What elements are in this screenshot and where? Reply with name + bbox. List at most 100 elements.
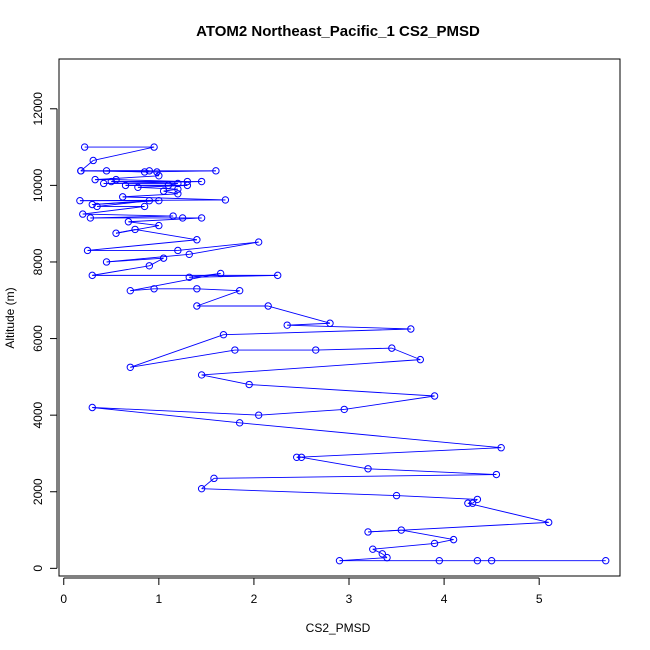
series-segment (368, 468, 497, 475)
data-point (155, 196, 163, 205)
data-point (231, 346, 239, 354)
data-point (378, 550, 386, 558)
series-segment (196, 288, 240, 292)
series-segment (96, 200, 150, 207)
data-point (145, 167, 154, 175)
data-point (335, 556, 344, 565)
data-point (283, 321, 291, 329)
data-point (397, 526, 406, 534)
series-segment (249, 384, 435, 397)
series-segment (128, 221, 159, 227)
y-axis: 0 2000 4000 6000 8000 10000 12000 (31, 92, 58, 572)
data-point (112, 175, 120, 184)
data-point (254, 411, 263, 419)
series-segment (80, 160, 94, 172)
x-axis-label: CS2_PMSD (306, 621, 371, 635)
y-axis-label: Altitude (m) (3, 287, 17, 348)
data-point (140, 168, 149, 176)
series-segment (130, 273, 221, 292)
data-point (174, 190, 182, 198)
data-point (602, 556, 610, 565)
series-segment (92, 265, 150, 276)
data-point (430, 392, 439, 400)
series-segment (130, 334, 224, 368)
data-point (124, 218, 133, 226)
series-segment (196, 290, 240, 307)
data-point (183, 181, 192, 190)
data-point (264, 302, 272, 310)
data-point (369, 545, 377, 553)
data-point (88, 403, 96, 412)
series-segment (467, 502, 549, 523)
series-segment (82, 213, 174, 217)
series-segment (189, 241, 259, 255)
data-point (364, 465, 372, 473)
data-point (219, 331, 228, 339)
data-point (197, 371, 206, 379)
data-point (383, 553, 391, 562)
data-point (473, 556, 482, 565)
data-point (473, 495, 482, 504)
data-point (76, 196, 84, 205)
data-point (193, 236, 201, 244)
data-point (119, 193, 127, 201)
data-point (174, 179, 182, 188)
data-point (126, 286, 135, 295)
series-segment (128, 217, 202, 223)
series-segment (163, 188, 178, 192)
data-point (121, 181, 130, 190)
data-point (183, 177, 192, 186)
y-tick-label: 8000 (31, 248, 45, 275)
data-point (407, 325, 415, 333)
data-point (91, 175, 99, 184)
data-point (487, 556, 496, 565)
data-point (140, 202, 149, 211)
data-point (273, 271, 282, 280)
data-point (150, 143, 158, 151)
data-point (212, 167, 220, 175)
data-point (216, 269, 225, 278)
data-point (80, 143, 89, 151)
data-point (88, 200, 96, 209)
chart-title: ATOM2 Northeast_Pacific_1 CS2_PMSD (196, 23, 480, 40)
data-point (159, 187, 168, 195)
data-point (185, 273, 193, 281)
data-point (468, 499, 477, 507)
series-segment (137, 186, 178, 190)
series-segment (296, 447, 502, 458)
series-segment (92, 407, 240, 424)
series-segment (301, 456, 369, 470)
series-segment (258, 408, 345, 416)
data-point (150, 285, 158, 293)
data-point (102, 167, 111, 175)
data-point (293, 453, 301, 461)
x-tick-label: 5 (536, 592, 543, 606)
x-tick-label: 2 (251, 592, 258, 606)
series-segment (201, 359, 421, 376)
y-tick-label: 4000 (31, 401, 45, 428)
data-point (392, 491, 401, 500)
series-segment (82, 205, 145, 215)
data-point (193, 285, 201, 293)
data-point (193, 302, 201, 310)
y-tick-label: 10000 (31, 168, 45, 202)
data-point (86, 214, 95, 222)
series-segment (177, 241, 259, 251)
y-tick-label: 0 (31, 565, 45, 572)
series-segment (130, 349, 235, 368)
data-point (197, 177, 206, 186)
series-segment (344, 395, 435, 410)
series-segment (137, 184, 188, 188)
data-point (77, 167, 85, 175)
data-point (107, 177, 115, 186)
series-segment (106, 257, 164, 263)
plot-area (58, 58, 621, 577)
data-point (340, 405, 348, 414)
series-segment (87, 239, 197, 251)
series-segment (95, 175, 159, 181)
data-point (131, 225, 139, 234)
data-point (99, 179, 108, 188)
data-point (312, 346, 320, 354)
data-point (174, 246, 182, 255)
